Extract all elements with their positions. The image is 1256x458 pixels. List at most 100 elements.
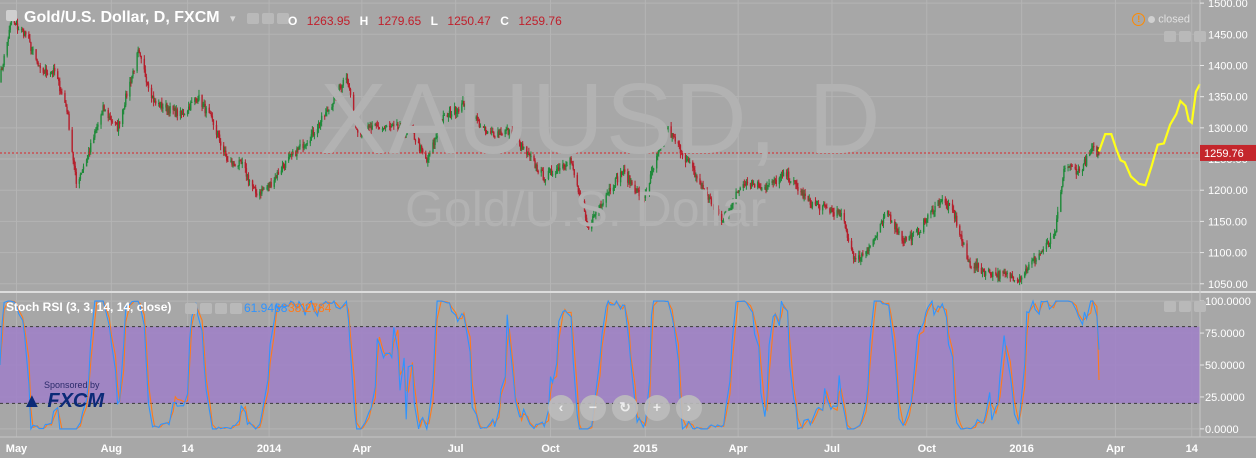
indicator-pane-controls[interactable] (1164, 301, 1206, 312)
toggle-pane-button[interactable] (6, 10, 17, 21)
candle-body (349, 88, 352, 95)
indicator-title[interactable]: Stoch RSI (3, 3, 14, 14, close) (6, 300, 172, 314)
candle-body (146, 82, 149, 84)
time-tick-label: Jul (824, 443, 840, 455)
time-axis[interactable]: May Aug 14 2014 Apr Jul Oct 2015 Apr Jul Oct 2016 Ap… (6, 443, 1199, 455)
candle-body (298, 146, 300, 149)
candle-body (169, 106, 171, 114)
candle-body (738, 190, 740, 192)
candle-body (860, 257, 862, 261)
ohlc-readout: O 1263.95 H 1279.65 L 1250.47 C 1259.76 (288, 12, 567, 30)
candle-body (1038, 253, 1040, 260)
candle-body (825, 205, 827, 207)
candle-body (310, 134, 313, 141)
candle-body (348, 87, 351, 89)
candle-body (529, 154, 531, 157)
candle-body (385, 125, 388, 128)
candle-body (1068, 166, 1070, 168)
candle-body (940, 201, 942, 203)
symbol-title[interactable]: Gold/U.S. Dollar, D, FXCM (24, 9, 220, 26)
stoch-tick-label: 25.0000 (1205, 392, 1245, 404)
candle-body (117, 121, 120, 132)
candle-body (118, 121, 121, 125)
candle-body (381, 128, 384, 130)
candle-body (1075, 168, 1077, 175)
open-label: O (288, 14, 298, 28)
stoch-axis[interactable]: 100.0000 75.0000 50.0000 25.0000 0.0000 (1200, 296, 1251, 436)
candle-body (584, 211, 587, 218)
candle-body (717, 208, 720, 214)
candle-body (1024, 272, 1026, 278)
candle-body (168, 108, 170, 114)
candle-body (450, 114, 453, 117)
fxcm-logo-text: FXCM (47, 390, 105, 412)
candle-body (642, 195, 644, 197)
candle-body (79, 174, 82, 180)
candle-body (412, 129, 415, 133)
candle-body (457, 108, 459, 113)
zoom-in-button[interactable]: + (644, 395, 670, 421)
candle-body (772, 180, 774, 183)
candle-body (493, 132, 495, 137)
candle-body (891, 221, 893, 223)
candle-body (93, 137, 95, 144)
candle-body (384, 127, 387, 129)
pane-controls[interactable] (1164, 31, 1206, 42)
chevron-down-icon[interactable]: ▾ (230, 13, 236, 25)
indicator-toolbar[interactable] (185, 303, 242, 314)
candle-body (945, 202, 948, 205)
candle-body (263, 188, 265, 190)
candle-body (710, 198, 713, 205)
candle-body (133, 70, 135, 72)
candle-body (109, 116, 112, 120)
candle-body (952, 210, 955, 212)
candle-body (837, 210, 839, 213)
candle-body (968, 261, 970, 263)
candle-body (853, 258, 856, 260)
reset-button[interactable]: ↻ (612, 395, 638, 421)
candle-body (363, 130, 365, 134)
candle-body (527, 152, 529, 155)
candle-body (317, 123, 320, 129)
candle-body (223, 145, 225, 153)
candle-body (353, 110, 356, 112)
price-axis[interactable]: 1500.001450.001400.001350.001300.001250.… (1200, 0, 1248, 291)
candle-body (484, 127, 487, 133)
zoom-out-button[interactable]: − (580, 395, 606, 421)
candle-body (938, 200, 940, 205)
candle-body (976, 263, 979, 269)
candle-body (800, 190, 802, 193)
candle-body (0, 69, 2, 83)
candle-body (807, 195, 809, 201)
candle-body (883, 214, 886, 218)
projection-line (1097, 83, 1201, 187)
scroll-right-button[interactable]: › (676, 395, 702, 421)
candle-body (930, 211, 932, 215)
warning-icon[interactable]: ! (1132, 13, 1146, 26)
candle-body (232, 161, 234, 165)
candle-body (38, 65, 40, 67)
candle-body (226, 156, 228, 161)
candle-body (592, 216, 594, 224)
candle-body (681, 153, 684, 156)
candle-body (335, 92, 337, 99)
series-toolbar[interactable] (247, 13, 289, 24)
candle-body (470, 113, 472, 116)
candle-body (1018, 277, 1021, 282)
candle-body (313, 134, 316, 136)
candle-body (464, 105, 466, 107)
candle-body (219, 141, 222, 146)
candle-body (361, 134, 363, 136)
scroll-left-button[interactable]: ‹ (548, 395, 574, 421)
candle-body (608, 188, 610, 194)
candle-body (814, 201, 817, 205)
candle-body (392, 124, 394, 126)
sponsor-badge[interactable]: Sponsored by ▲ FXCM (22, 380, 104, 413)
candle-body (944, 199, 947, 203)
candle-body (804, 193, 806, 196)
candle-body (465, 100, 467, 106)
candle-body (1031, 260, 1033, 265)
candle-body (227, 160, 229, 162)
candle-body (443, 114, 446, 116)
